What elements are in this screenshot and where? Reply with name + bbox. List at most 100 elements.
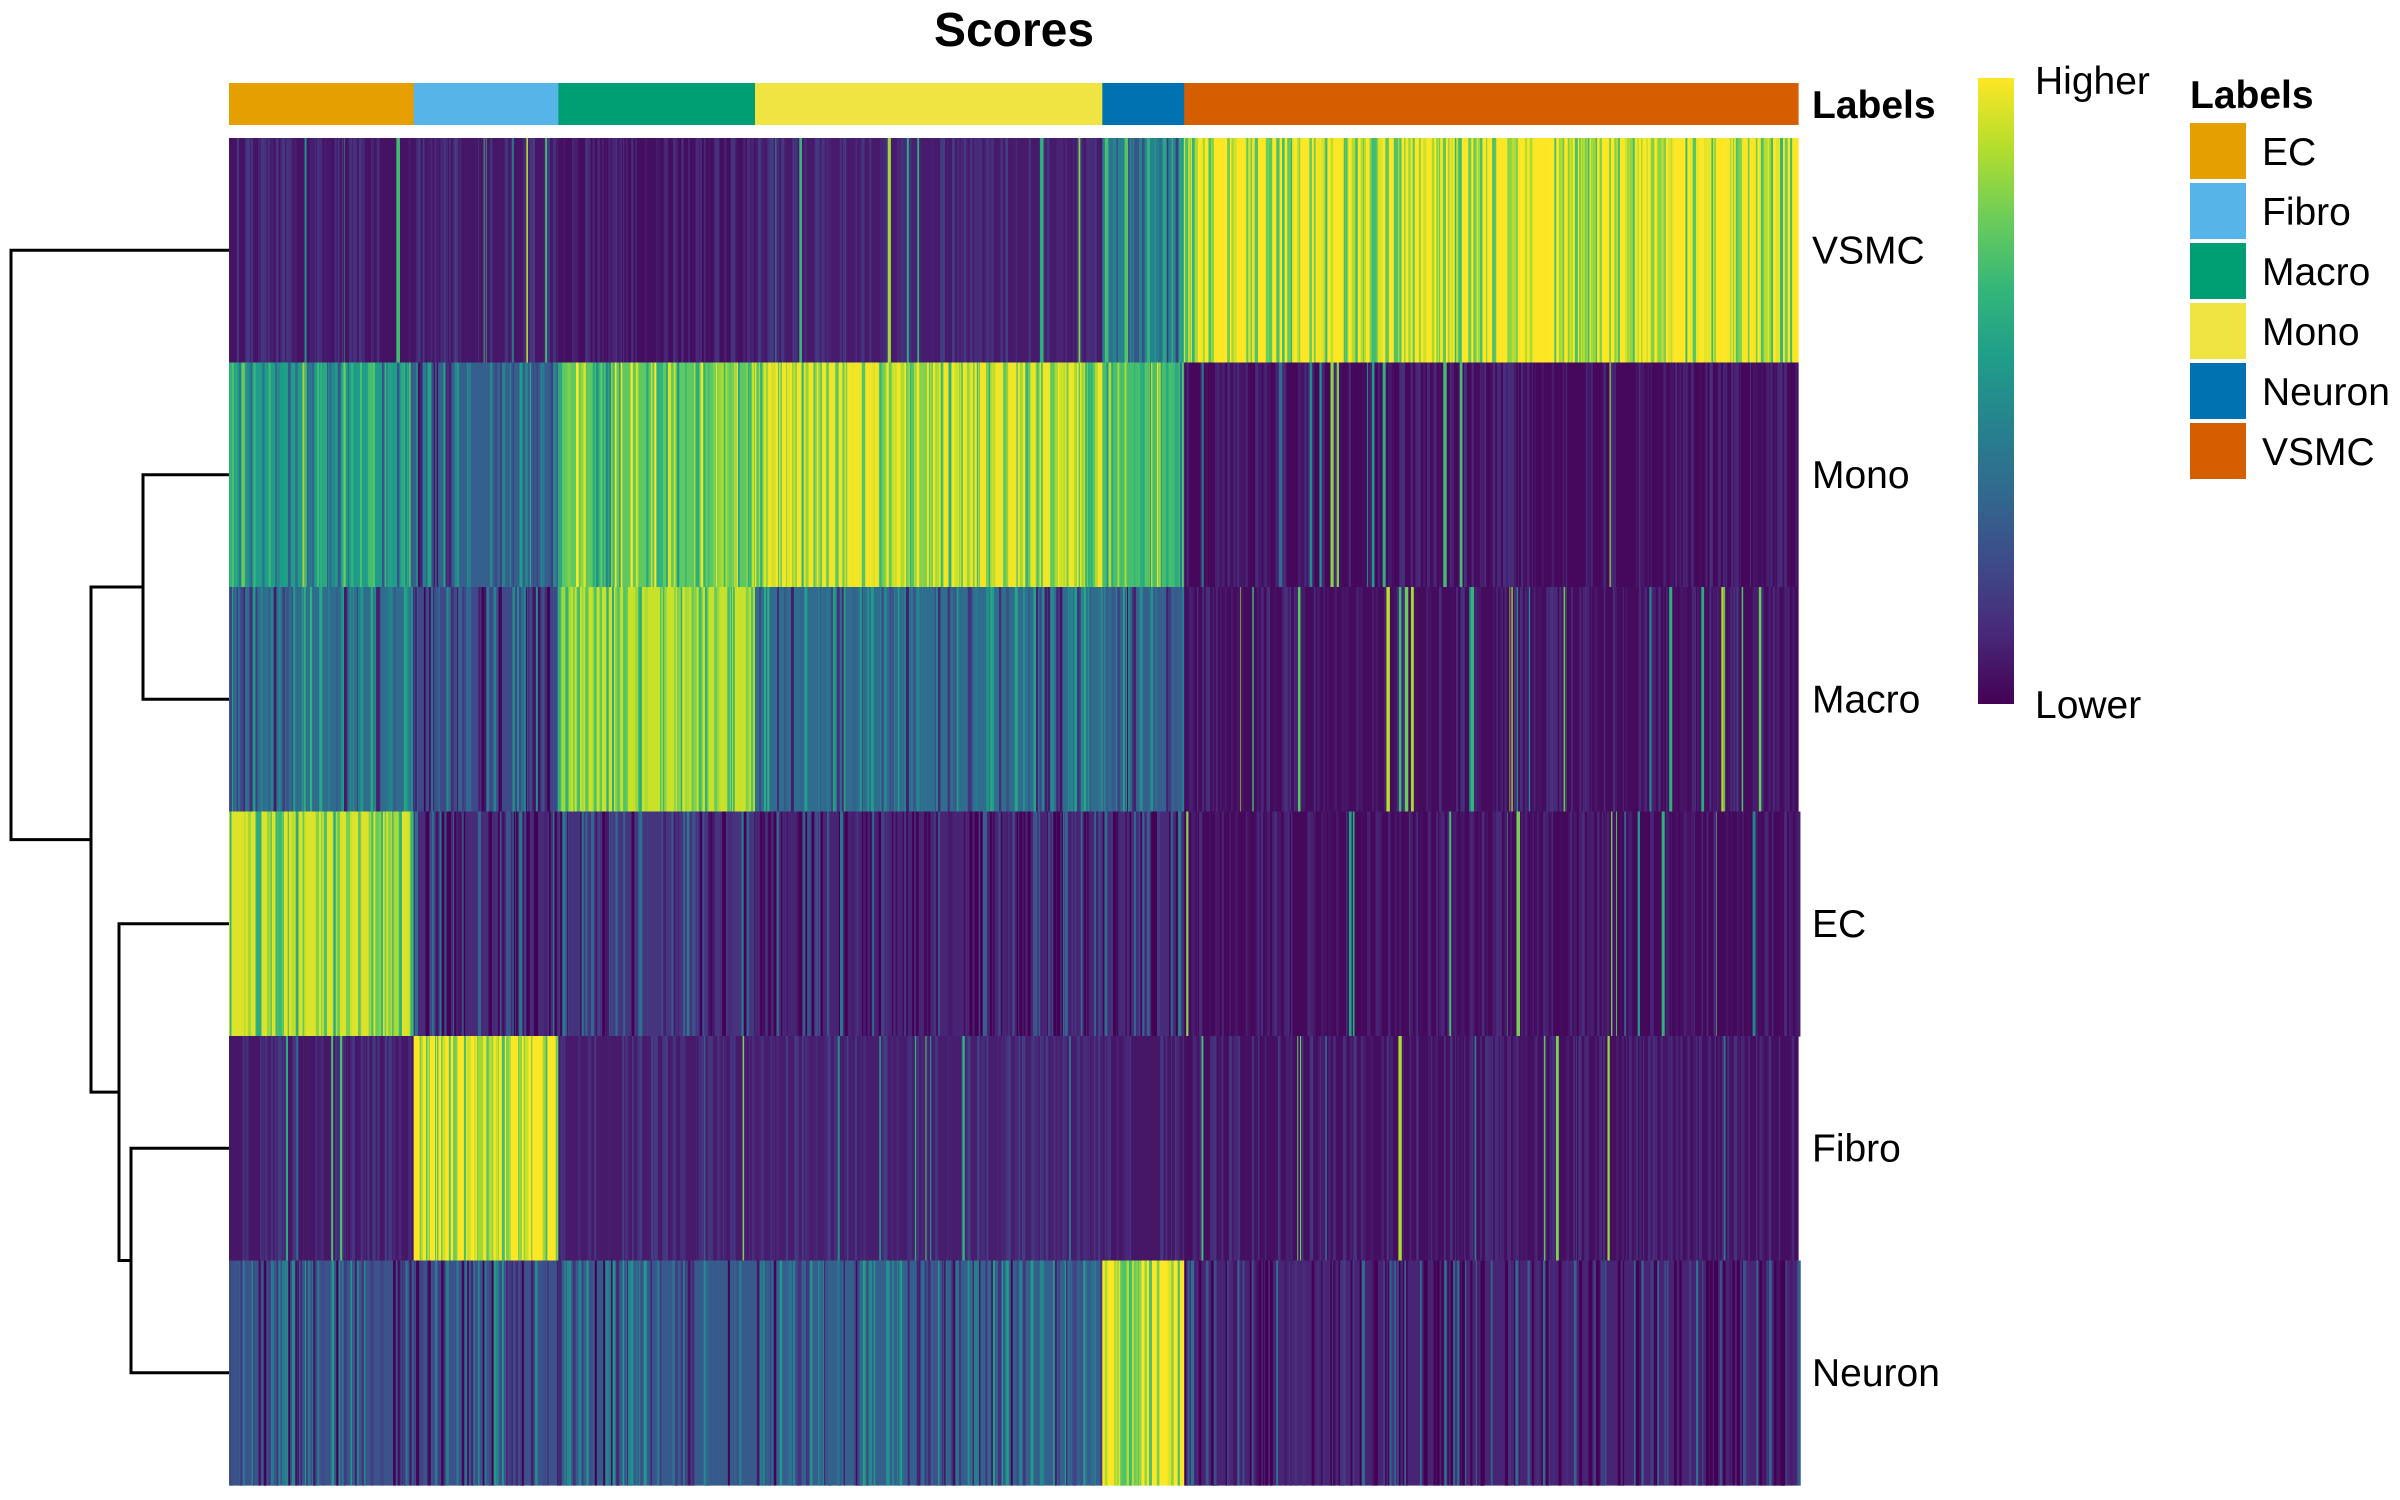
heatmap-stripe: [714, 587, 718, 813]
heatmap-stripe: [383, 1036, 388, 1262]
heatmap-stripe: [350, 587, 354, 813]
heatmap-stripe: [425, 1036, 428, 1262]
heatmap-stripe: [691, 1260, 695, 1486]
heatmap-stripe: [949, 811, 953, 1037]
heatmap-stripe: [1619, 811, 1623, 1037]
heatmap-stripe: [1221, 811, 1224, 1037]
heatmap-stripe: [1134, 362, 1136, 588]
heatmap-stripe: [934, 587, 936, 813]
heatmap-stripe: [1436, 138, 1439, 364]
heatmap-stripe: [1535, 811, 1537, 1037]
heatmap-stripe: [960, 362, 963, 588]
heatmap-stripe: [1108, 587, 1112, 813]
heatmap-stripe: [1660, 1036, 1664, 1262]
heatmap-stripe: [544, 587, 546, 813]
heatmap-stripe: [1409, 138, 1411, 364]
heatmap-stripe: [537, 138, 540, 364]
heatmap-stripe: [900, 362, 904, 588]
heatmap-stripe: [1208, 587, 1211, 813]
heatmap-stripe: [1438, 138, 1441, 364]
heatmap-stripe: [1229, 362, 1233, 588]
heatmap-stripe: [990, 362, 993, 588]
heatmap-stripe: [1455, 1260, 1457, 1486]
heatmap-stripe: [786, 811, 789, 1037]
heatmap-stripe: [1780, 1260, 1784, 1486]
heatmap-stripe: [1213, 1260, 1217, 1486]
heatmap-stripe: [795, 138, 798, 364]
heatmap-stripe: [1582, 587, 1586, 813]
heatmap-stripe: [1587, 1036, 1589, 1262]
heatmap-stripe: [1685, 362, 1689, 588]
heatmap-stripe: [1157, 811, 1160, 1037]
heatmap-stripe: [592, 362, 596, 588]
legend-label-fibro: Fibro: [2262, 191, 2351, 234]
heatmap-stripe: [1077, 587, 1079, 813]
heatmap-stripe: [1769, 362, 1773, 588]
heatmap-stripe: [1319, 362, 1322, 588]
heatmap-stripe: [564, 811, 568, 1037]
heatmap-stripe: [1709, 587, 1712, 813]
heatmap-stripe: [924, 138, 927, 364]
heatmap-stripe: [618, 138, 622, 364]
heatmap-stripe: [1087, 811, 1089, 1037]
heatmap-stripe: [1237, 1036, 1239, 1262]
heatmap-stripe: [1517, 362, 1519, 588]
heatmap-stripe: [1606, 362, 1608, 588]
heatmap-stripe: [852, 362, 854, 588]
heatmap-stripe: [912, 811, 914, 1037]
heatmap-stripe: [919, 362, 923, 588]
heatmap-stripe: [735, 138, 738, 364]
heatmap-stripe: [1186, 1036, 1189, 1262]
heatmap-stripe: [885, 138, 889, 364]
heatmap-stripe: [672, 138, 674, 364]
heatmap-stripe: [565, 587, 569, 813]
heatmap-stripe: [1381, 1036, 1384, 1262]
heatmap-stripe: [344, 587, 346, 813]
heatmap-stripe: [1570, 587, 1574, 813]
heatmap-stripe: [258, 1260, 261, 1486]
heatmap-stripe: [1768, 587, 1771, 813]
heatmap-stripe: [349, 138, 352, 364]
heatmap-stripe: [1692, 138, 1696, 364]
heatmap-stripe: [1644, 587, 1648, 813]
heatmap-stripe: [872, 362, 875, 588]
heatmap-stripe: [1769, 138, 1772, 364]
heatmap-stripe: [734, 362, 736, 588]
heatmap-stripe: [421, 811, 423, 1037]
heatmap-stripe: [580, 362, 583, 588]
heatmap-stripe: [663, 811, 667, 1037]
heatmap-stripe: [337, 811, 341, 1037]
heatmap-stripe: [692, 1036, 696, 1262]
heatmap-stripe: [674, 587, 676, 813]
heatmap-stripe: [493, 1260, 497, 1486]
heatmap-stripe: [1787, 587, 1790, 813]
heatmap-stripe: [311, 362, 315, 588]
heatmap-stripe: [1748, 811, 1751, 1037]
heatmap-stripe: [1505, 1260, 1510, 1486]
heatmap-stripe: [1596, 1260, 1599, 1486]
heatmap-stripe: [1453, 1260, 1456, 1486]
heatmap-stripe: [314, 138, 317, 364]
heatmap-stripe: [288, 362, 291, 588]
heatmap-stripe: [722, 1036, 725, 1262]
heatmap-stripe: [496, 1260, 499, 1486]
heatmap-stripe: [1536, 1260, 1539, 1486]
heatmap-stripe: [1275, 362, 1277, 588]
heatmap-stripe: [374, 587, 377, 813]
heatmap-stripe: [747, 362, 751, 588]
colorbar-low-label: Lower: [2035, 684, 2141, 727]
heatmap-stripe: [805, 1260, 810, 1486]
heatmap-stripe: [1104, 1260, 1108, 1486]
heatmap-stripe: [1003, 1036, 1006, 1262]
heatmap-stripe: [230, 1260, 234, 1486]
heatmap-stripe: [1643, 1036, 1645, 1262]
heatmap-stripe: [1459, 811, 1463, 1037]
heatmap-stripe: [542, 1260, 544, 1486]
heatmap-stripe: [906, 362, 909, 588]
heatmap-stripe: [1685, 138, 1688, 364]
heatmap-stripe: [762, 362, 765, 588]
heatmap-stripe: [1496, 587, 1498, 813]
heatmap-stripe: [1247, 138, 1249, 364]
heatmap-stripe: [989, 138, 992, 364]
